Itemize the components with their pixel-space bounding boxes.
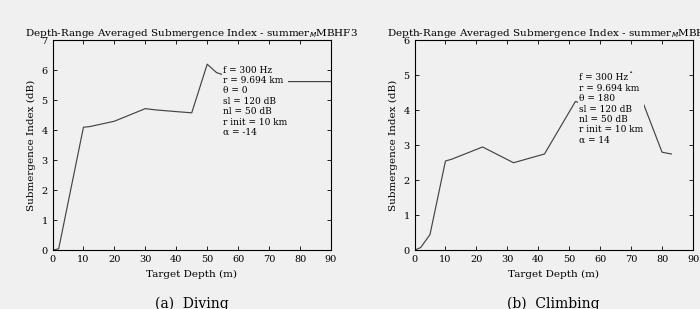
Text: f = 300 Hz
r = 9.694 km
θ = 0
sl = 120 dB
nl = 50 dB
r init = 10 km
α = -14: f = 300 Hz r = 9.694 km θ = 0 sl = 120 d…	[223, 66, 287, 137]
Text: (b)  Climbing: (b) Climbing	[508, 297, 600, 309]
Title: Depth-Range Averaged Submergence Index - summer$_M$MBHF3: Depth-Range Averaged Submergence Index -…	[25, 27, 358, 40]
Y-axis label: Submergence Index (dB): Submergence Index (dB)	[389, 80, 398, 211]
X-axis label: Target Depth (m): Target Depth (m)	[146, 270, 237, 279]
X-axis label: Target Depth (m): Target Depth (m)	[508, 270, 599, 279]
Title: Depth-Range Averaged Submergence Index - summer$_M$MBHF3: Depth-Range Averaged Submergence Index -…	[387, 27, 700, 40]
Text: f = 300 Hz
r = 9.694 km
θ = 180
sl = 120 dB
nl = 50 dB
r init = 10 km
α = 14: f = 300 Hz r = 9.694 km θ = 180 sl = 120…	[578, 74, 643, 145]
Y-axis label: Submergence Index (dB): Submergence Index (dB)	[27, 80, 36, 211]
Text: (a)  Diving: (a) Diving	[155, 297, 229, 309]
